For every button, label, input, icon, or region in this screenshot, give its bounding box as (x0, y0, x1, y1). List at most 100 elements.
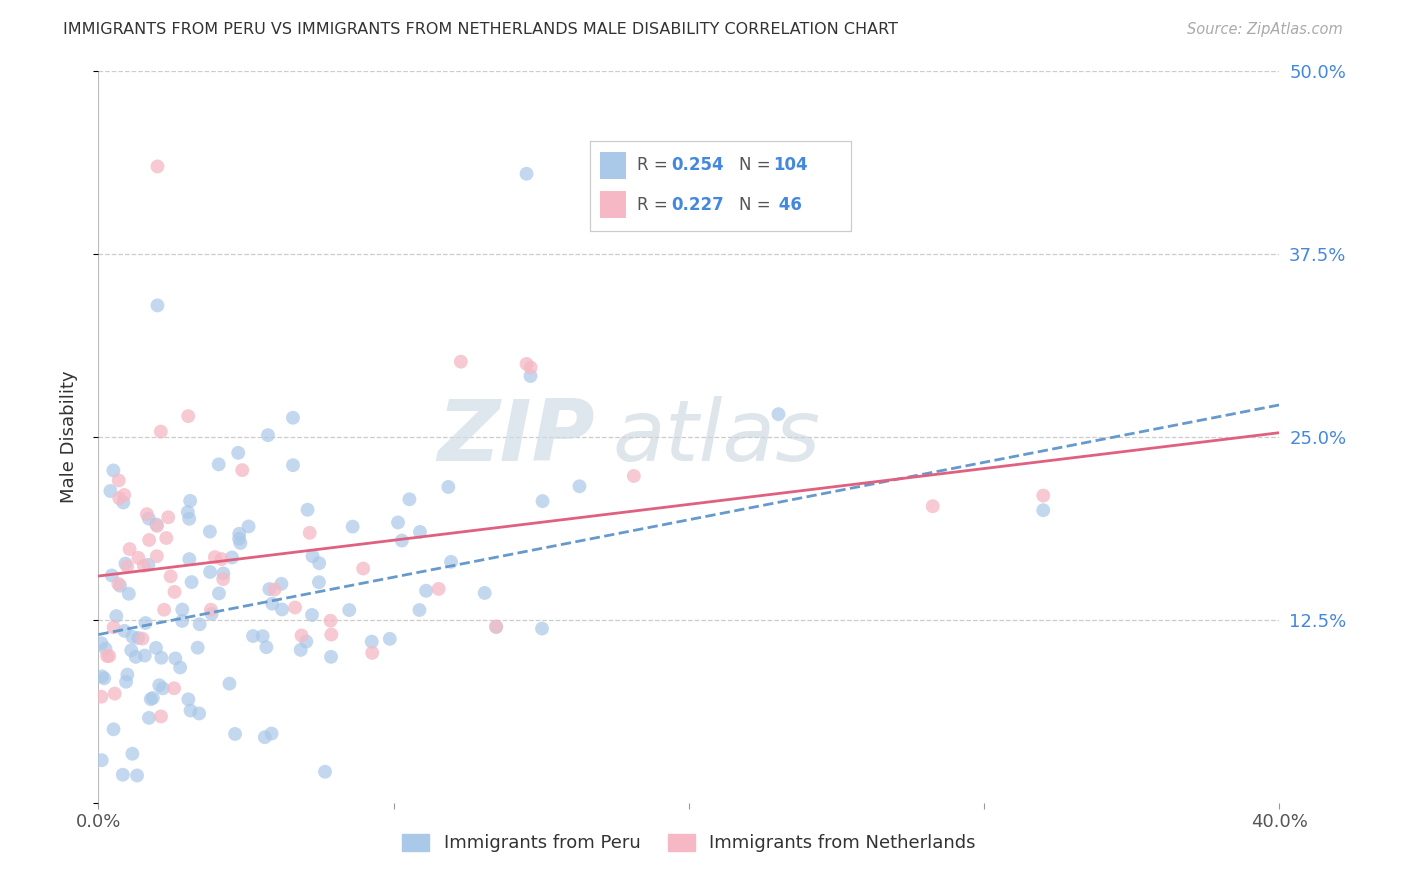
Point (146, 298, 169, 312)
Text: 46: 46 (773, 195, 801, 214)
Point (198, 524, 221, 539)
Point (101, 568, 124, 582)
Point (107, 577, 129, 591)
Point (146, 549, 169, 564)
Point (257, 428, 280, 442)
Text: ZIP: ZIP (437, 395, 595, 479)
Point (94, 641, 117, 656)
Point (295, 634, 318, 648)
Point (134, 648, 156, 663)
Point (360, 634, 382, 648)
Point (90, 753, 112, 767)
Point (270, 577, 292, 591)
Text: R =: R = (637, 155, 673, 174)
Point (200, 603, 222, 617)
Point (150, 650, 173, 665)
Point (298, 525, 321, 540)
Point (132, 558, 155, 573)
Point (179, 512, 201, 526)
Point (361, 646, 384, 660)
Point (519, 369, 541, 384)
Point (231, 463, 253, 477)
Point (172, 614, 194, 628)
Point (138, 533, 160, 547)
Point (165, 651, 187, 665)
Point (180, 575, 202, 590)
Point (301, 607, 323, 622)
Point (281, 458, 304, 473)
Point (284, 600, 307, 615)
Point (201, 607, 224, 621)
Point (179, 493, 201, 508)
Point (148, 678, 170, 692)
Point (204, 550, 226, 565)
Point (314, 764, 336, 779)
Point (150, 709, 173, 723)
Point (112, 495, 135, 509)
Point (172, 602, 194, 616)
Point (212, 572, 235, 586)
Point (212, 566, 235, 581)
Point (297, 502, 319, 516)
Point (228, 526, 250, 541)
Point (118, 542, 141, 557)
Point (103, 620, 125, 634)
Text: 0.254: 0.254 (671, 155, 724, 174)
Point (1032, 489, 1054, 503)
Point (157, 510, 180, 524)
Point (623, 469, 645, 483)
Point (117, 559, 139, 574)
Point (485, 620, 508, 634)
Point (107, 474, 129, 488)
Point (218, 676, 240, 690)
Point (259, 582, 281, 596)
Text: 0.227: 0.227 (671, 195, 724, 214)
Point (437, 480, 460, 494)
Point (415, 583, 437, 598)
Point (337, 603, 360, 617)
Point (485, 619, 508, 633)
Legend: Immigrants from Peru, Immigrants from Netherlands: Immigrants from Peru, Immigrants from Ne… (395, 826, 983, 860)
Point (121, 747, 143, 761)
Point (120, 643, 142, 657)
Point (138, 711, 160, 725)
Point (391, 533, 413, 548)
Point (308, 556, 330, 570)
Point (226, 446, 249, 460)
Text: 104: 104 (773, 155, 807, 174)
Point (290, 643, 312, 657)
Point (281, 410, 304, 425)
Point (108, 579, 131, 593)
Point (180, 704, 202, 718)
Point (127, 631, 149, 645)
Point (104, 687, 127, 701)
Point (228, 532, 250, 546)
Point (271, 602, 294, 616)
Point (163, 585, 186, 599)
Point (398, 492, 420, 507)
Point (131, 632, 153, 646)
Point (474, 586, 496, 600)
Point (91, 669, 114, 683)
Point (263, 582, 285, 597)
Point (100, 483, 122, 498)
Point (139, 692, 162, 706)
Point (408, 603, 430, 617)
Point (198, 565, 221, 579)
Point (319, 649, 342, 664)
Point (138, 511, 160, 525)
Point (768, 407, 790, 421)
Point (135, 615, 157, 630)
Point (921, 500, 943, 514)
Point (519, 360, 541, 375)
Point (568, 479, 591, 493)
Text: Source: ZipAtlas.com: Source: ZipAtlas.com (1187, 22, 1343, 37)
Point (319, 614, 342, 628)
Point (146, 519, 169, 533)
Point (177, 692, 200, 706)
Point (342, 519, 364, 533)
Point (96, 649, 118, 664)
Point (125, 649, 148, 664)
Text: R =: R = (637, 195, 673, 214)
Point (111, 768, 134, 782)
